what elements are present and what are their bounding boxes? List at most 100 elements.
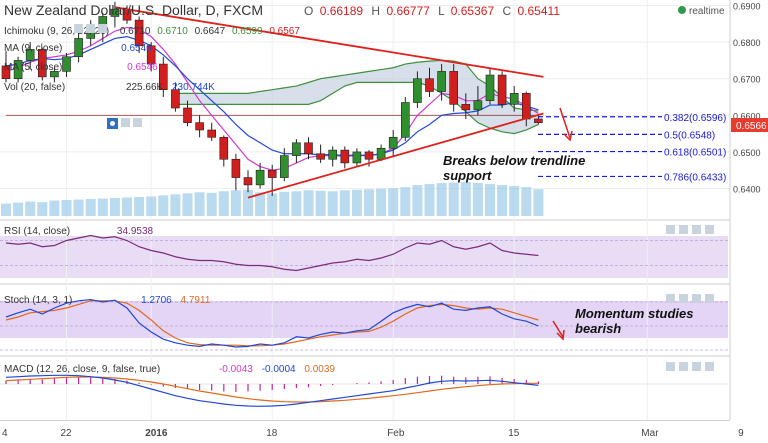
volume-bar [279, 191, 290, 216]
time-tick-label: 4 [2, 428, 8, 439]
eye-icon[interactable] [679, 362, 688, 371]
candle-body [352, 151, 362, 164]
last-price-tag [731, 118, 768, 132]
time-tick-label: 9 [738, 428, 744, 439]
volume-bar [134, 196, 145, 216]
vol-legend[interactable]: Vol (20, false) 225.66K 230.744K [4, 82, 215, 93]
volume-bar [533, 189, 544, 216]
volume-bar [327, 191, 338, 216]
momentum-arrow [552, 320, 564, 338]
close-icon[interactable] [98, 24, 107, 33]
candle-body [243, 177, 253, 186]
maximize-icon[interactable] [666, 294, 675, 303]
stoch-value: 1.2706 [141, 295, 172, 306]
time-axis-ticks: 22 2016 18 Feb 15 Mar 9 4 [2, 428, 744, 439]
volume-bar [122, 197, 132, 216]
candle-body [62, 56, 71, 72]
candle-body [316, 153, 325, 160]
fibonacci-levels: 0.382(0.6596) 0.5(0.6548) 0.618(0.6501) 0.7… [538, 113, 726, 183]
volume-bar [485, 184, 495, 216]
stoch-legend[interactable]: Stoch (14, 3, 1) 1.2706 4.7911 [4, 295, 211, 306]
ichimoku-legend[interactable]: Ichimoku (9, 26, 52, 26) 0.6710 0.6710 0… [4, 26, 300, 37]
candle-body [413, 78, 422, 103]
maximize-icon[interactable] [666, 362, 675, 371]
candle-body [425, 78, 434, 92]
candle-body [195, 122, 204, 131]
volume-bar [158, 195, 169, 216]
candle-body [219, 136, 229, 160]
volume-bars [1, 182, 544, 216]
volume-bar [376, 188, 387, 216]
settings-icon[interactable] [86, 24, 95, 33]
rsi-label: RSI (14, close) [4, 226, 70, 237]
candle-body [110, 8, 120, 17]
volume-bar [170, 194, 181, 216]
volume-bar [182, 193, 193, 216]
price-tick-label: 0.6900 [733, 1, 761, 11]
ma2-value: 0.6546 [127, 62, 158, 73]
macd-value: -0.0004 [262, 364, 296, 375]
ma2-label: MA (5, close) [4, 62, 62, 73]
eye-icon[interactable] [121, 118, 130, 127]
candlesticks [1, 1, 543, 196]
realtime-dot-icon [678, 6, 686, 14]
settings-icon[interactable] [692, 294, 701, 303]
settings-icon[interactable] [692, 225, 701, 234]
eye-icon[interactable] [74, 24, 83, 33]
ma1-legend[interactable]: MA (9, close) 0.6546 [4, 43, 152, 54]
eye-icon[interactable] [679, 294, 688, 303]
trendline-annotation-line1: Breaks below trendline [443, 153, 585, 168]
panel-divider [0, 219, 730, 221]
ohlc-value: 0.66777 [386, 4, 430, 18]
settings-icon[interactable] [692, 362, 701, 371]
candle-body [171, 89, 180, 109]
volume-bar [194, 192, 205, 216]
ohlc-label: H [371, 4, 380, 18]
candle-body [37, 49, 47, 78]
volume-bar [25, 201, 36, 216]
time-tick-label: Mar [641, 428, 659, 439]
close-icon[interactable] [705, 362, 714, 371]
close-icon[interactable] [705, 294, 714, 303]
candle-body [74, 38, 83, 58]
candle-body [159, 63, 168, 90]
ohlc-value: 0.65411 [518, 4, 561, 18]
gear-icon-center [110, 121, 115, 126]
fib-level-label: 0.618(0.6501) [664, 148, 726, 159]
vol-value: 225.66K [126, 82, 164, 93]
candle-body [231, 158, 241, 178]
volume-bar [73, 199, 84, 216]
maximize-icon[interactable] [666, 225, 675, 234]
close-icon[interactable] [705, 225, 714, 234]
trendline-annotation-line2: support [443, 168, 492, 183]
price-tick-label: 0.6700 [733, 75, 761, 85]
ma2-legend[interactable]: MA (5, close) 0.6546 [4, 62, 158, 73]
momentum-annotation-line2: bearish [575, 321, 621, 336]
volume-bar [97, 198, 108, 216]
stoch-value: 4.7911 [181, 295, 211, 306]
candle-body [146, 45, 156, 65]
rsi-value: 34.9538 [117, 226, 154, 237]
volume-bar [255, 192, 266, 216]
macd-legend[interactable]: MACD (12, 26, close, 9, false, true) -0.… [4, 364, 335, 375]
ohlc-readout: O 0.66189 H 0.66777 L 0.65367 C 0.65411 [304, 4, 560, 18]
candle-body [485, 74, 495, 101]
eye-icon[interactable] [679, 225, 688, 234]
ohlc-value: 0.66189 [320, 4, 364, 18]
volume-bar [61, 200, 72, 216]
candle-body [25, 49, 35, 61]
volume-bar [267, 193, 278, 216]
time-tick-label: 22 [61, 428, 73, 439]
rsi-legend[interactable]: RSI (14, close) 34.9538 [4, 226, 154, 237]
close-icon[interactable] [133, 118, 142, 127]
candle-body [13, 60, 23, 80]
realtime-label[interactable]: realtime [689, 6, 725, 17]
volume-bar [218, 191, 229, 216]
candle-body [437, 71, 446, 92]
volume-bar [230, 190, 241, 216]
ichimoku-value: 0.6710 [120, 26, 151, 37]
volume-bar [85, 199, 96, 216]
vol-label: Vol (20, false) [4, 82, 65, 93]
